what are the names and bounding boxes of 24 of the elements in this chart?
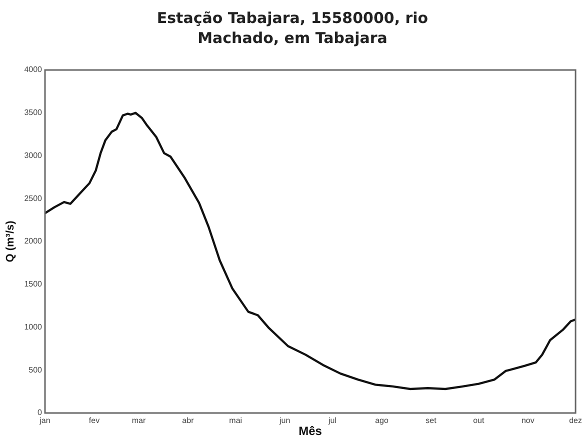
- x-tick-label: mar: [132, 416, 146, 426]
- chart-title: Estação Tabajara, 15580000, rio Machado, em Tabajara: [156, 8, 430, 49]
- x-tick-label: mai: [229, 416, 242, 426]
- y-tick-label: 1500: [24, 280, 43, 289]
- x-tick-label: ago: [375, 416, 389, 426]
- x-tick-label: dez: [569, 416, 582, 426]
- x-tick-label: out: [473, 416, 485, 426]
- x-tick-label: jun: [278, 416, 290, 426]
- y-tick-label: 1000: [24, 322, 43, 332]
- x-tick-label: jul: [328, 416, 337, 426]
- y-tick-label: 2000: [24, 236, 43, 246]
- y-tick-label: 0: [38, 408, 43, 418]
- x-tick-label: abr: [182, 416, 194, 426]
- y-tick-label: 3000: [24, 150, 43, 160]
- y-tick-label: 500: [28, 365, 43, 374]
- x-tick-label: nov: [521, 416, 534, 426]
- x-tick-label: fev: [88, 416, 100, 426]
- x-tick-label: set: [426, 416, 438, 426]
- x-axis-title: Mês: [298, 424, 322, 438]
- y-tick-label: 3500: [24, 108, 43, 118]
- y-axis-title: Q (m³/s): [4, 220, 17, 262]
- y-tick-label: 4000: [24, 65, 43, 74]
- y-tick-label: 2500: [24, 194, 43, 203]
- x-tick-label: jan: [38, 416, 50, 426]
